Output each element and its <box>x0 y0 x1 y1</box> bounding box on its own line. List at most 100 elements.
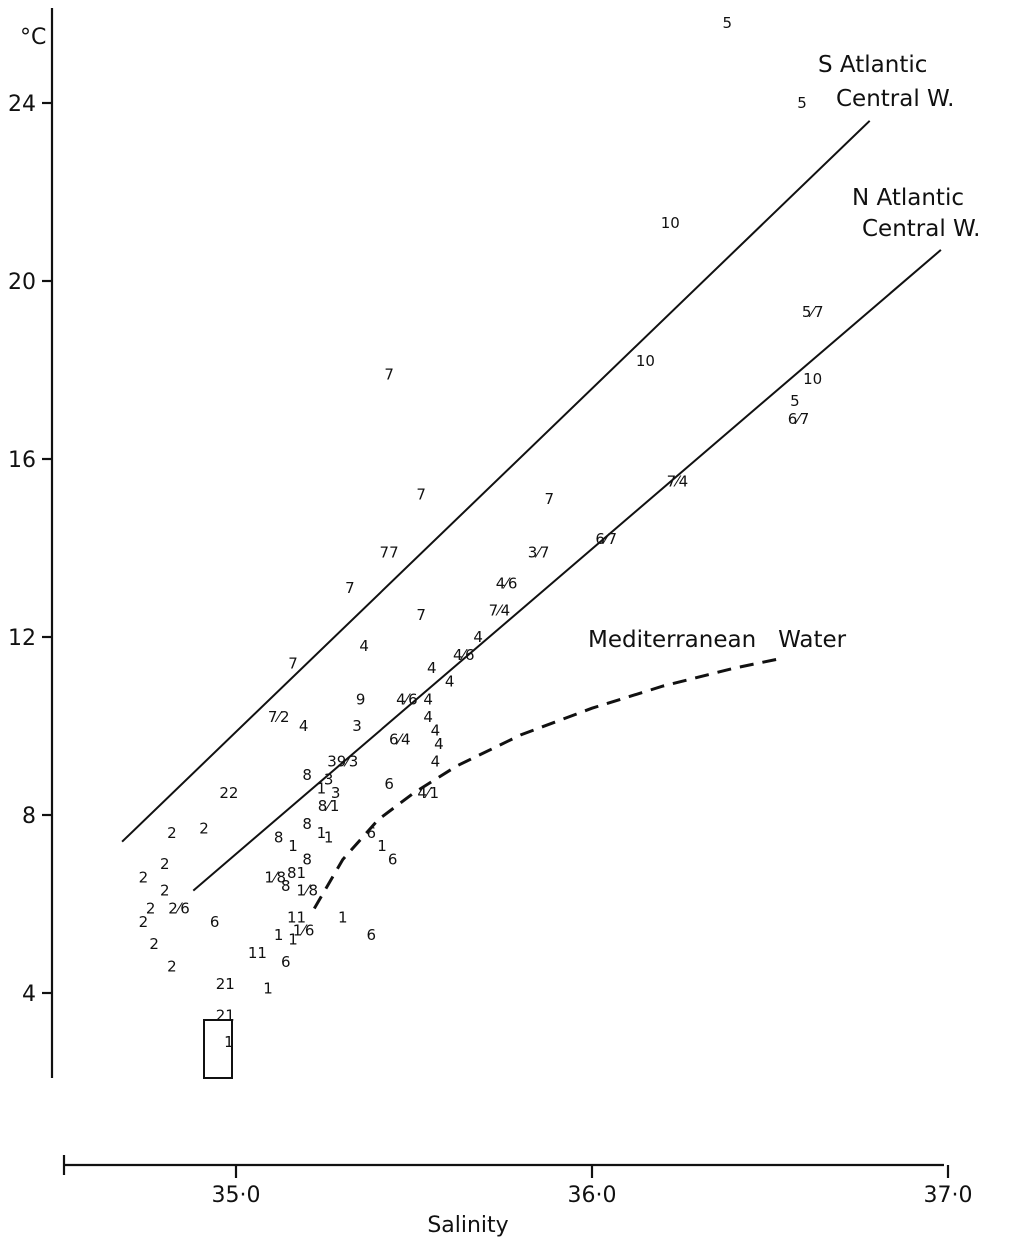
station-label: 4 <box>359 637 369 655</box>
station-label: 8 <box>274 828 284 846</box>
station-label: 2 <box>146 900 156 918</box>
station-label: 1 <box>288 837 298 855</box>
station-label: 22 <box>219 784 238 802</box>
station-label: 21 <box>216 975 235 993</box>
station-label: 7 <box>345 579 355 597</box>
station-label: 1⁄8 <box>264 868 286 886</box>
station-label: 6 <box>210 913 220 931</box>
station-label: 8⁄1 <box>318 797 340 815</box>
station-label: 4 <box>431 722 441 740</box>
station-label: 1 <box>338 908 348 926</box>
station-label: 6 <box>384 775 394 793</box>
station-label: 7 <box>384 366 394 384</box>
station-label: 8 <box>302 815 312 833</box>
station-label: 1 <box>274 926 284 944</box>
station-label: 6 <box>367 926 377 944</box>
series-line-2 <box>313 657 778 910</box>
series-label-s-atlantic-line2: Central W. <box>836 86 954 112</box>
y-axis-unit: °C <box>20 25 46 50</box>
station-label: 1 <box>224 1033 234 1051</box>
station-label: 4⁄1 <box>417 784 439 802</box>
x-tick-label: 37·0 <box>924 1183 973 1208</box>
station-label: 3 <box>324 770 334 788</box>
axes <box>50 8 944 1167</box>
station-label: 2 <box>199 819 209 837</box>
x-tick-label: 36·0 <box>568 1183 617 1208</box>
station-label: 4 <box>434 735 444 753</box>
station-label: 4 <box>423 708 433 726</box>
station-label: 7⁄2 <box>268 708 290 726</box>
station-label: 5 <box>797 94 807 112</box>
station-label: 3 <box>352 717 362 735</box>
station-label: 7⁄4 <box>489 601 511 619</box>
x-tick-label: 35·0 <box>212 1183 261 1208</box>
y-tick-label: 8 <box>22 804 36 829</box>
station-label: 7⁄4 <box>667 472 689 490</box>
station-label: 2 <box>167 957 177 975</box>
series-label-mediterranean: Mediterranean Water <box>588 627 847 653</box>
station-label: 39⁄3 <box>327 753 358 771</box>
station-label: 7 <box>288 655 298 673</box>
station-label: 3⁄7 <box>528 543 550 561</box>
station-label: 2 <box>149 935 159 953</box>
y-ticks: 4 8 12 16 20 24 <box>8 92 66 1175</box>
station-label: 6 <box>281 953 291 971</box>
station-label: 2⁄6 <box>168 900 190 918</box>
station-label: 81 <box>287 864 306 882</box>
series-label-n-atlantic-line2: Central W. <box>862 216 980 242</box>
station-label: 1 <box>377 837 387 855</box>
deep-water-box <box>203 1019 233 1079</box>
station-label: 6⁄7 <box>788 410 810 428</box>
y-tick-label: 24 <box>8 92 36 117</box>
station-label: 8 <box>302 766 312 784</box>
series-line-1 <box>192 249 942 892</box>
station-label: 1 <box>324 828 334 846</box>
station-label: 10 <box>803 370 822 388</box>
station-label: 7 <box>416 606 426 624</box>
station-label: 11 <box>248 944 267 962</box>
x-axis-title: Salinity <box>427 1213 508 1238</box>
station-label: 7 <box>416 486 426 504</box>
water-lines <box>121 120 942 910</box>
series-label-n-atlantic-line1: N Atlantic <box>852 185 964 211</box>
station-label: 10 <box>636 352 655 370</box>
station-label: 3 <box>331 784 341 802</box>
station-label: 4 <box>427 659 437 677</box>
station-label: 2 <box>139 913 149 931</box>
station-label: 2 <box>160 855 170 873</box>
station-label: 5 <box>723 14 733 32</box>
station-label: 4 <box>431 753 441 771</box>
y-tick-label: 20 <box>8 270 36 295</box>
station-label: 4⁄6 <box>496 575 518 593</box>
station-label: 4⁄6 <box>453 646 475 664</box>
station-label: 4 <box>473 628 483 646</box>
station-label: 4 <box>445 673 455 691</box>
station-label: 1 <box>288 931 298 949</box>
y-tick-label: 16 <box>8 448 36 473</box>
station-label: 2 <box>167 824 177 842</box>
station-label: 4 <box>299 717 309 735</box>
station-label: 1 <box>263 980 273 998</box>
station-label: 8 <box>281 877 291 895</box>
x-ticks: 35·0 36·0 37·0 <box>212 1165 973 1208</box>
station-label: 10 <box>661 214 680 232</box>
station-label: 2 <box>160 882 170 900</box>
y-tick-label: 12 <box>8 626 36 651</box>
series-label-s-atlantic-line1: S Atlantic <box>818 52 927 78</box>
station-label: 1⁄6 <box>293 922 315 940</box>
station-label: 4⁄6 <box>396 690 418 708</box>
station-label: 1 <box>317 824 327 842</box>
station-label: 1⁄8 <box>296 882 318 900</box>
series-line-0 <box>121 120 871 843</box>
station-label: 6⁄4 <box>389 730 411 748</box>
station-label: 11 <box>287 908 306 926</box>
station-label: 5⁄7 <box>802 303 824 321</box>
station-label: 5 <box>790 392 800 410</box>
station-label: 7 <box>545 490 555 508</box>
station-label: 6⁄7 <box>595 530 617 548</box>
station-label: 1 <box>317 779 327 797</box>
y-tick-label: 4 <box>22 982 36 1007</box>
station-label: 77 <box>380 543 399 561</box>
